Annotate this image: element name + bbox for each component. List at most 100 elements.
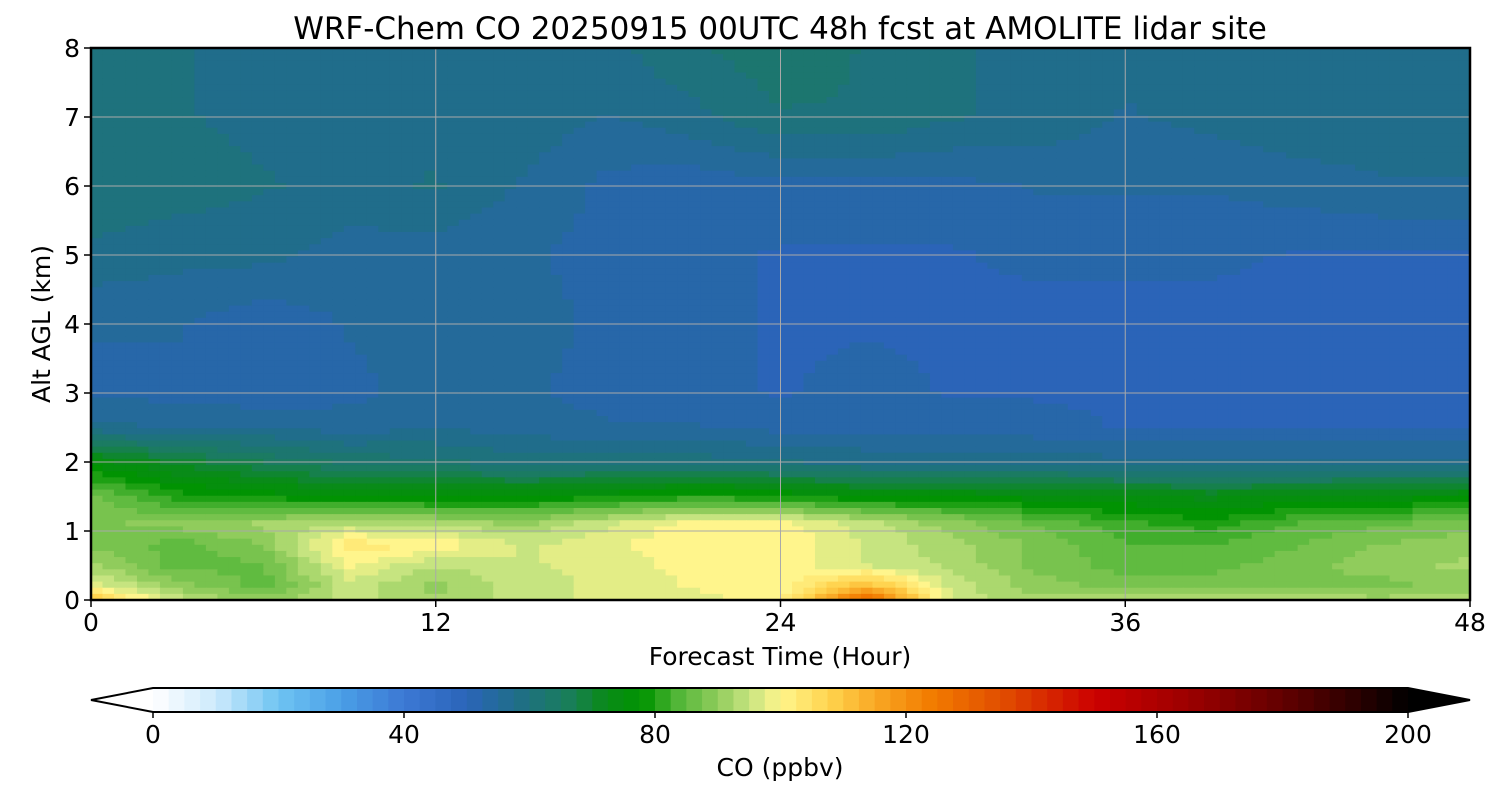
heatmap-cell [424, 72, 437, 80]
heatmap-cell [102, 127, 115, 135]
heatmap-cell [435, 268, 448, 276]
heatmap-cell [263, 225, 276, 233]
heatmap-cell [470, 140, 483, 147]
heatmap-cell [596, 60, 609, 67]
heatmap-cell [1309, 274, 1322, 282]
heatmap-cell [1297, 262, 1310, 270]
heatmap-cell [677, 189, 690, 196]
heatmap-cell [1343, 48, 1356, 55]
heatmap-cell [677, 232, 690, 239]
heatmap-cell [481, 48, 494, 55]
heatmap-cell [1228, 262, 1241, 270]
heatmap-cell [378, 97, 391, 104]
heatmap-cell [1148, 274, 1161, 282]
heatmap-cell [780, 109, 793, 117]
heatmap-cell [585, 213, 598, 221]
heatmap-cell [837, 189, 851, 196]
heatmap-cell [1102, 232, 1115, 239]
heatmap-cell [493, 256, 506, 264]
heatmap-cell [1033, 293, 1046, 301]
heatmap-cell [1090, 213, 1103, 221]
heatmap-cell [378, 219, 391, 227]
heatmap-cell [125, 293, 138, 301]
heatmap-cell [895, 213, 908, 221]
heatmap-cell [1389, 133, 1402, 141]
heatmap-cell [378, 207, 391, 215]
heatmap-cell [1263, 250, 1276, 258]
heatmap-cell [1033, 232, 1046, 239]
heatmap-cell [1343, 103, 1356, 110]
heatmap-cell [964, 146, 977, 153]
heatmap-cell [987, 262, 1000, 270]
heatmap-cell [562, 207, 575, 215]
heatmap-cell [849, 97, 862, 104]
heatmap-cell [1217, 72, 1230, 80]
heatmap-cell [171, 225, 184, 233]
heatmap-cell [608, 152, 621, 159]
heatmap-cell [1217, 152, 1230, 159]
heatmap-cell [1125, 281, 1138, 288]
heatmap-cell [1148, 103, 1161, 110]
heatmap-cell [596, 66, 609, 74]
heatmap-cell [906, 207, 919, 215]
heatmap-cell [872, 48, 885, 55]
heatmap-cell [1067, 78, 1080, 86]
heatmap-cell [837, 121, 851, 129]
heatmap-cell [550, 127, 563, 135]
heatmap-cell [1309, 152, 1322, 159]
heatmap-cell [136, 225, 150, 233]
heatmap-cell [1217, 60, 1230, 67]
heatmap-cell [860, 127, 874, 135]
heatmap-cell [573, 219, 586, 227]
heatmap-cell [309, 103, 322, 110]
heatmap-cell [1424, 60, 1437, 67]
heatmap-cell [378, 164, 391, 172]
heatmap-cell [159, 256, 173, 264]
heatmap-cell [619, 244, 632, 251]
heatmap-cell [769, 140, 782, 147]
heatmap-cell [91, 170, 104, 178]
heatmap-cell [780, 225, 793, 233]
heatmap-cell [297, 140, 310, 147]
heatmap-cell [883, 84, 897, 92]
heatmap-cell [539, 78, 552, 86]
heatmap-cell [389, 195, 402, 202]
heatmap-cell [159, 127, 173, 135]
heatmap-cell [1366, 152, 1379, 159]
heatmap-cell [1021, 262, 1034, 270]
heatmap-cell [1228, 152, 1241, 159]
heatmap-cell [975, 66, 988, 74]
heatmap-cell [1148, 219, 1161, 227]
heatmap-cell [194, 201, 207, 209]
heatmap-cell [631, 244, 644, 251]
heatmap-cell [1389, 219, 1402, 227]
heatmap-cell [1159, 90, 1172, 98]
heatmap-cell [1435, 164, 1448, 172]
heatmap-cell [631, 170, 644, 178]
heatmap-cell [1217, 90, 1230, 98]
heatmap-cell [883, 54, 897, 61]
heatmap-cell [1458, 121, 1470, 129]
heatmap-cell [1194, 238, 1207, 245]
heatmap-cell [1171, 78, 1184, 86]
heatmap-cell [688, 84, 701, 92]
heatmap-cell [378, 152, 391, 159]
heatmap-cell [975, 201, 988, 209]
heatmap-cell [1251, 170, 1264, 178]
heatmap-cell [1090, 121, 1103, 129]
heatmap-cell [286, 152, 299, 159]
heatmap-cell [700, 244, 713, 251]
heatmap-cell [1297, 189, 1310, 196]
heatmap-cell [918, 84, 931, 92]
heatmap-cell [493, 158, 506, 166]
heatmap-cell [182, 48, 196, 55]
heatmap-cell [780, 274, 793, 282]
heatmap-cell [723, 48, 736, 55]
heatmap-cell [1401, 207, 1414, 215]
heatmap-cell [194, 256, 207, 264]
heatmap-cell [780, 176, 793, 184]
heatmap-cell [366, 256, 379, 264]
heatmap-cell [355, 250, 368, 258]
heatmap-cell [1378, 97, 1391, 104]
heatmap-cell [929, 164, 942, 172]
